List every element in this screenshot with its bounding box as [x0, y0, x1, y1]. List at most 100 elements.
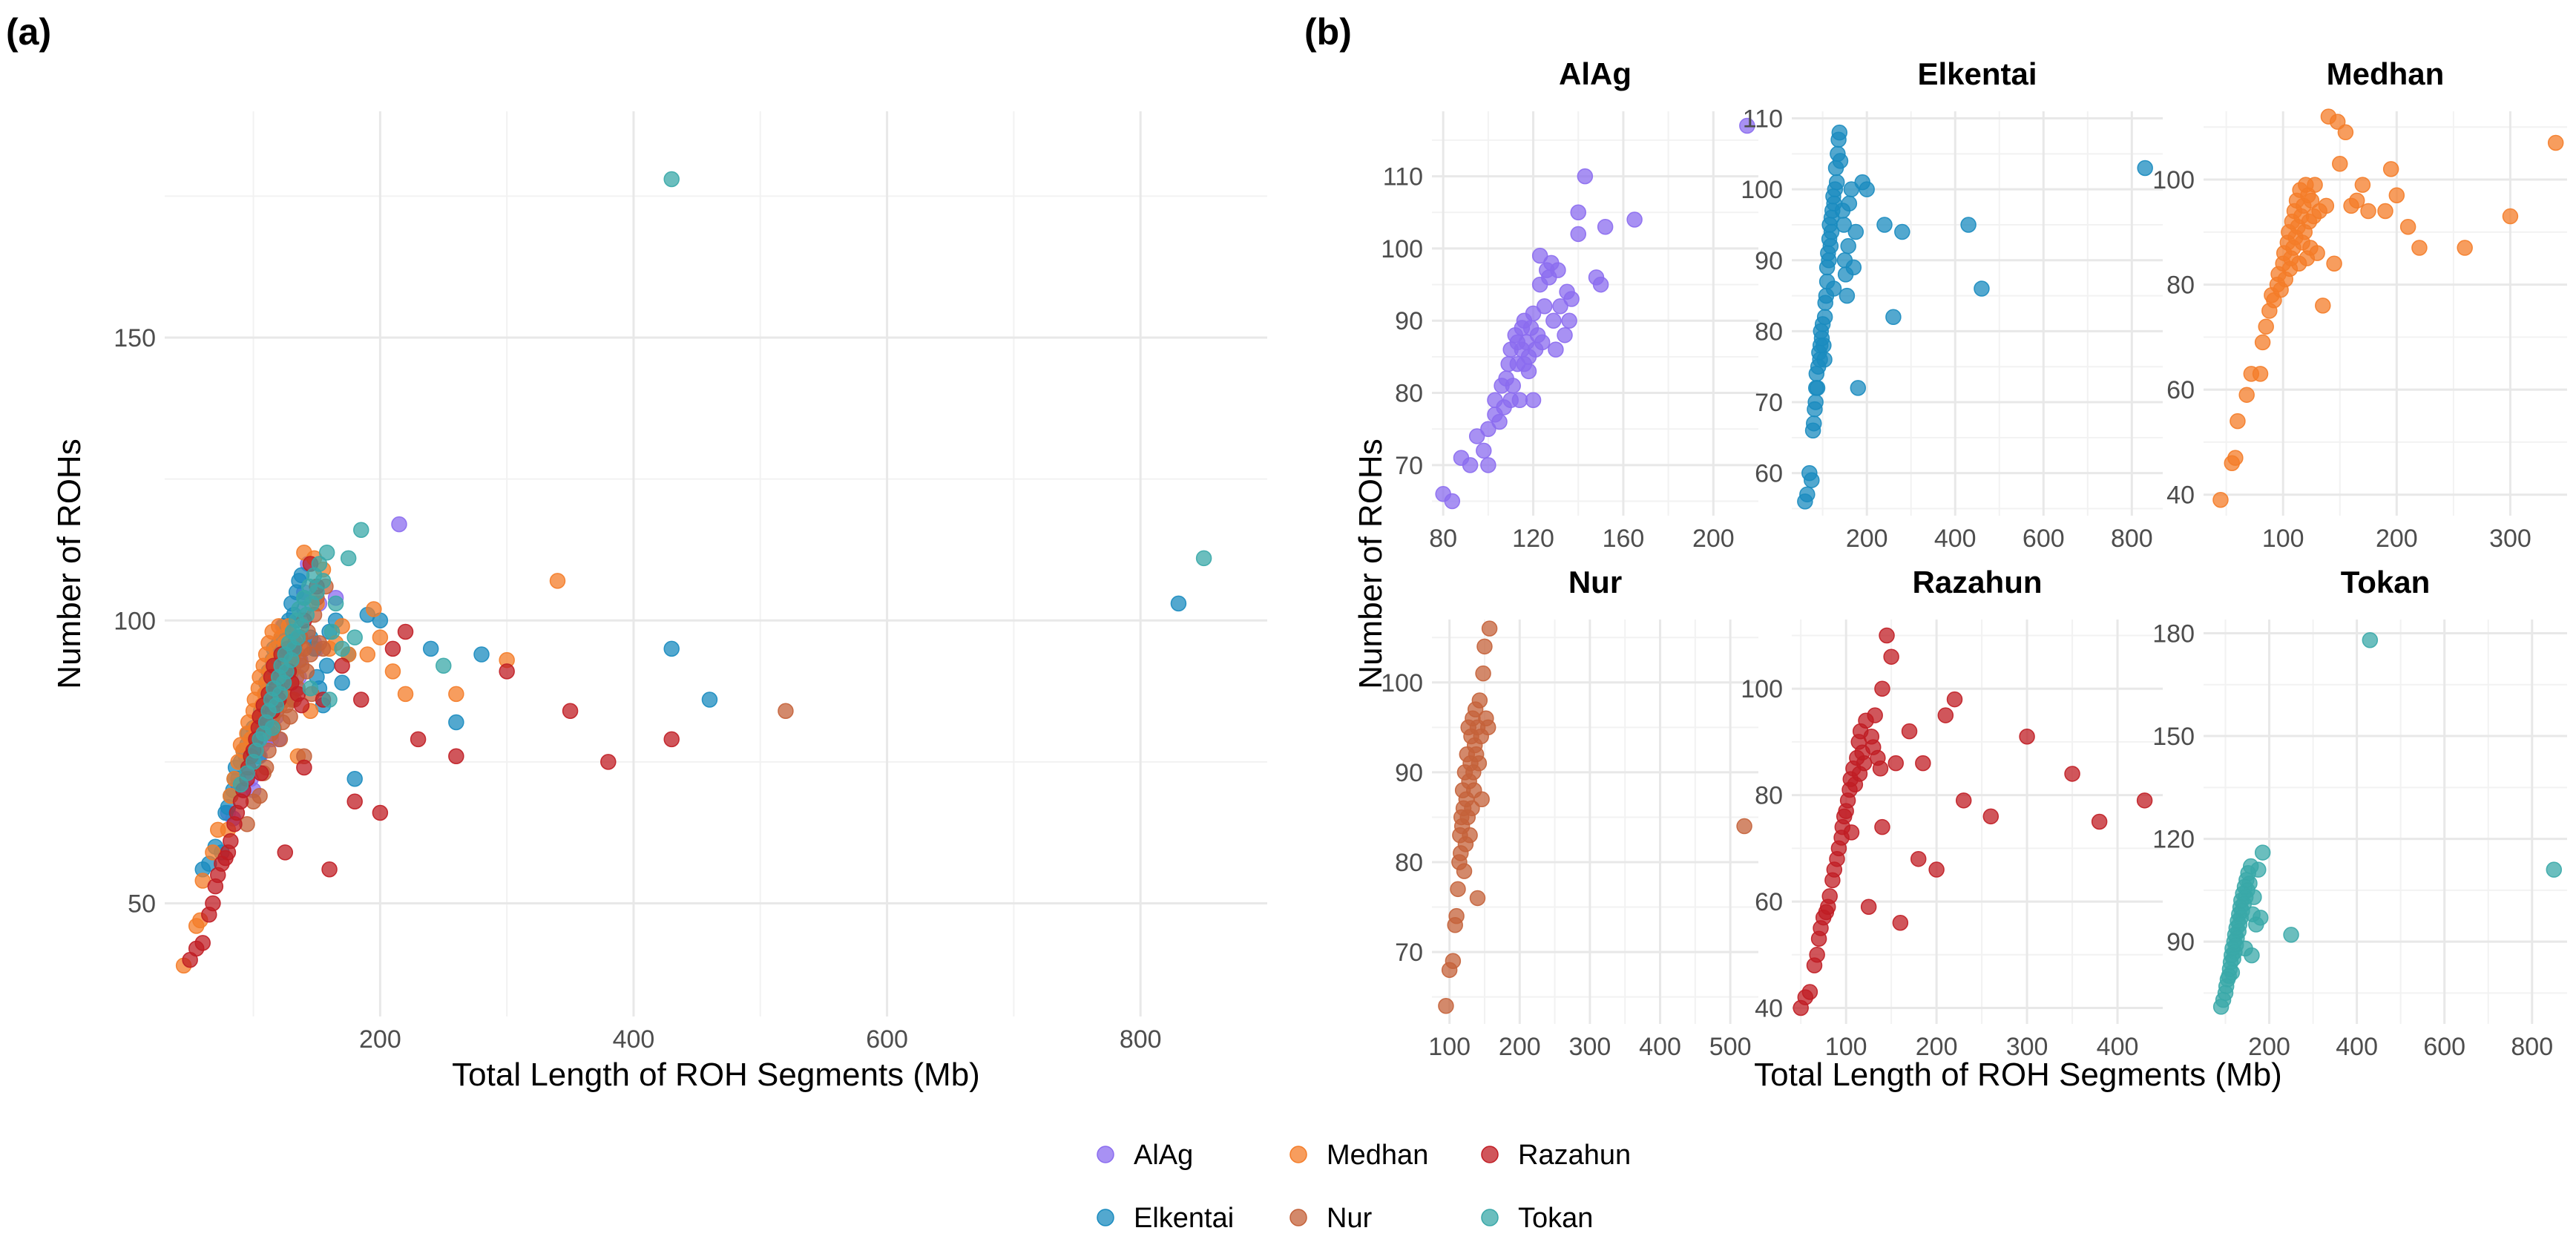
- data-point-razahun: [2091, 813, 2108, 830]
- data-point-tokan: [2252, 910, 2269, 926]
- y-tick-label: 60: [2166, 376, 2195, 404]
- data-point-medhan: [397, 686, 414, 703]
- data-point-alag: [1531, 247, 1548, 264]
- data-point-nur: [1479, 719, 1496, 736]
- y-tick-label: 80: [2166, 272, 2195, 300]
- legend-label: Razahun: [1518, 1140, 1631, 1171]
- data-point-elkentai: [1831, 124, 1848, 141]
- data-point-nur: [315, 640, 332, 657]
- facet-tokan: 200 400 600 800 90 120 150 180 Tokan: [2152, 565, 2567, 1061]
- data-point-tokan: [323, 623, 341, 640]
- panel-a-chart: 200 400 600 800 50 100 150 Total Length of ROH …: [51, 111, 1267, 1093]
- data-point-alag: [1536, 298, 1553, 315]
- x-tick-label: 120: [1512, 525, 1554, 553]
- data-point-razahun: [194, 935, 211, 951]
- data-point-nur: [1476, 638, 1493, 655]
- data-point-alag: [1626, 211, 1643, 228]
- y-tick-label: 110: [1383, 163, 1423, 191]
- data-point-razahun: [1843, 824, 1860, 841]
- data-point-nur: [1464, 800, 1480, 817]
- x-tick-label: 800: [2111, 525, 2153, 553]
- data-point-medhan: [384, 663, 401, 680]
- data-point-elkentai: [1894, 223, 1910, 240]
- data-point-elkentai: [1885, 309, 1902, 326]
- data-point-alag: [1552, 298, 1568, 315]
- panel-b-y-axis-title: Number of ROHs: [1353, 438, 1389, 689]
- data-point-alag: [1525, 305, 1542, 322]
- data-point-razahun: [1809, 947, 1825, 963]
- data-point-razahun: [372, 804, 389, 821]
- x-tick-label: 600: [866, 1025, 908, 1054]
- data-point-medhan: [2212, 492, 2229, 508]
- panel-b-x-axis-title: Total Length of ROH Segments (Mb): [1754, 1057, 2282, 1093]
- data-point-medhan: [448, 686, 464, 703]
- legend-item-alag: AlAg: [1097, 1140, 1193, 1171]
- data-point-elkentai: [1839, 287, 1856, 304]
- data-point-tokan: [311, 556, 328, 572]
- data-point-razahun: [410, 731, 427, 748]
- data-point-razahun: [1915, 755, 1931, 772]
- data-point-tokan: [340, 550, 357, 567]
- data-point-alag: [1592, 276, 1609, 293]
- y-tick-label: 60: [1755, 888, 1783, 916]
- data-point-alag: [1561, 312, 1577, 329]
- legend-marker: [1481, 1146, 1499, 1163]
- data-point-razahun: [1887, 755, 1904, 772]
- data-point-elkentai: [1840, 237, 1856, 254]
- y-tick-label: 70: [1395, 452, 1423, 480]
- legend-marker: [1289, 1146, 1307, 1163]
- legend: AlAg Medhan Razahun Elkentai Nur Tokan: [1097, 1140, 1631, 1234]
- data-point-medhan: [2254, 334, 2271, 351]
- x-tick-label: 400: [613, 1025, 655, 1054]
- facet-title: Medhan: [2327, 56, 2445, 91]
- data-point-medhan: [2303, 192, 2320, 209]
- data-point-elkentai: [1836, 217, 1852, 233]
- data-point-medhan: [2547, 134, 2564, 151]
- legend-item-razahun: Razahun: [1481, 1140, 1631, 1171]
- data-point-razahun: [277, 844, 294, 861]
- data-point-razahun: [321, 861, 338, 878]
- data-point-elkentai: [422, 640, 439, 657]
- data-point-razahun: [1883, 648, 1899, 665]
- x-tick-label: 600: [2023, 525, 2065, 553]
- data-point-elkentai: [1804, 472, 1820, 488]
- x-tick-label: 100: [2262, 525, 2304, 553]
- facet-elkentai: 200 400 600 800 60 70 80 90 100 110 Elkentai: [1741, 56, 2163, 553]
- y-tick-label: 90: [2166, 928, 2195, 956]
- data-point-alag: [1511, 392, 1528, 409]
- data-point-medhan: [2399, 218, 2416, 235]
- y-tick-label: 90: [1395, 307, 1423, 335]
- data-point-elkentai: [1841, 195, 1858, 212]
- x-tick-label: 100: [1825, 1033, 1867, 1061]
- data-point-elkentai: [346, 771, 363, 787]
- data-point-tokan: [352, 522, 369, 538]
- x-tick-label: 400: [1934, 525, 1977, 553]
- data-point-razahun: [1955, 792, 1972, 809]
- data-point-tokan: [436, 657, 452, 674]
- data-point-elkentai: [1807, 394, 1824, 410]
- data-point-tokan: [318, 545, 335, 561]
- data-point-razahun: [1928, 861, 1945, 878]
- data-point-razahun: [352, 692, 369, 708]
- data-point-razahun: [293, 697, 310, 714]
- data-point-medhan: [366, 601, 382, 617]
- x-tick-label: 200: [359, 1025, 401, 1054]
- y-tick-label: 100: [1741, 176, 1783, 204]
- panel-b-label: (b): [1304, 11, 1352, 53]
- data-point-elkentai: [448, 714, 464, 731]
- data-point-elkentai: [1850, 380, 1867, 396]
- data-point-alag: [1557, 326, 1573, 344]
- x-tick-label: 200: [1916, 1033, 1958, 1061]
- data-point-razahun: [1910, 850, 1927, 867]
- data-point-nur: [1448, 907, 1465, 924]
- data-point-razahun: [1874, 818, 1890, 835]
- data-point-medhan: [2382, 161, 2399, 177]
- data-point-razahun: [1872, 761, 1889, 777]
- data-point-alag: [1480, 457, 1496, 473]
- y-tick-label: 180: [2152, 620, 2195, 648]
- y-tick-label: 80: [1395, 849, 1423, 877]
- data-point-elkentai: [663, 640, 680, 657]
- data-point-elkentai: [1822, 237, 1839, 254]
- data-point-razahun: [499, 663, 515, 680]
- data-point-razahun: [334, 657, 350, 674]
